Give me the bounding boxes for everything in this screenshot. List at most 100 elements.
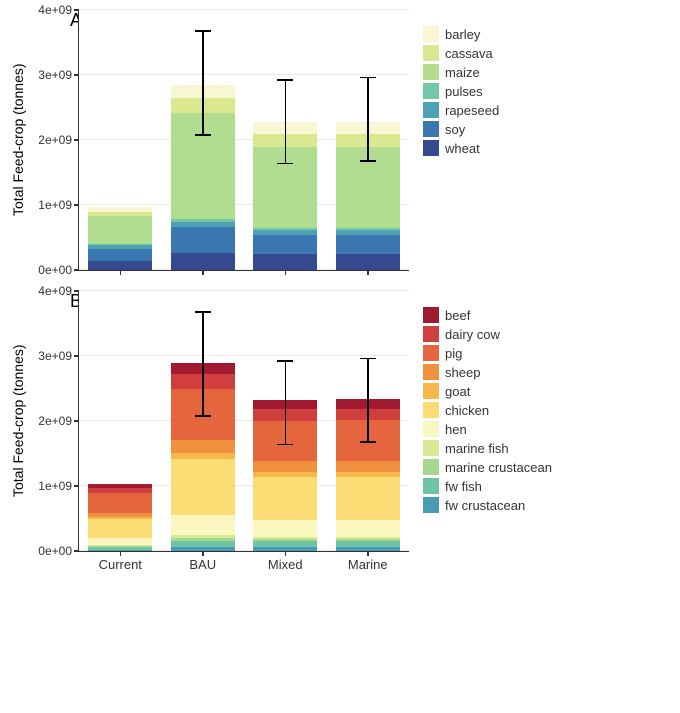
errorbar (285, 361, 287, 444)
legend-item-pig: pig (423, 345, 552, 361)
legend-label: dairy cow (445, 327, 500, 342)
errorbar-cap (277, 163, 293, 165)
gridline (79, 290, 409, 291)
xtick-label: BAU (189, 551, 216, 572)
xtick-label: Marine (348, 551, 388, 572)
panel-b-legend: beef dairy cow pig sheep goat chicken hen marin… (423, 307, 552, 516)
bar-current (88, 484, 152, 551)
legend-swatch (423, 121, 439, 137)
xtick-mark (120, 270, 122, 275)
errorbar-cap (195, 134, 211, 136)
legend-swatch (423, 307, 439, 323)
legend-item-dairy-cow: dairy cow (423, 326, 552, 342)
legend-label: hen (445, 422, 467, 437)
xtick-mark (285, 270, 287, 275)
seg-soy (88, 249, 152, 261)
legend-swatch (423, 345, 439, 361)
legend-item-marine-crustacean: marine crustacean (423, 459, 552, 475)
errorbar (202, 31, 204, 135)
bar-current (88, 207, 152, 270)
legend-label: pig (445, 346, 462, 361)
seg-wheat (253, 254, 317, 270)
errorbar-cap (195, 30, 211, 32)
legend-item-pulses: pulses (423, 83, 499, 99)
legend-swatch (423, 326, 439, 342)
legend-item-marine-fish: marine fish (423, 440, 552, 456)
seg-chicken (88, 519, 152, 539)
ytick-mark (74, 485, 79, 487)
legend-label: goat (445, 384, 470, 399)
legend-label: beef (445, 308, 470, 323)
ytick-mark (74, 139, 79, 141)
seg-chicken (253, 477, 317, 520)
panel-a-ylabel: Total Feed-crop (tonnes) (10, 10, 26, 270)
legend-item-wheat: wheat (423, 140, 499, 156)
legend-item-fw-fish: fw fish (423, 478, 552, 494)
legend-item-sheep: sheep (423, 364, 552, 380)
seg-sheep (253, 461, 317, 471)
ytick-label: 3e+09 (38, 349, 78, 363)
legend-label: pulses (445, 84, 483, 99)
legend-swatch (423, 459, 439, 475)
seg-sheep (171, 440, 235, 453)
ytick-label: 4e+09 (38, 3, 78, 17)
ytick-label: 0e+00 (38, 544, 78, 558)
seg-maize (88, 216, 152, 244)
ytick-mark (74, 355, 79, 357)
legend-item-beef: beef (423, 307, 552, 323)
errorbar-cap (360, 77, 376, 79)
errorbar-cap (277, 360, 293, 362)
seg-hen (171, 515, 235, 536)
legend-swatch (423, 64, 439, 80)
seg-soy (253, 235, 317, 255)
ytick-label: 4e+09 (38, 284, 78, 298)
panel-b-yticks: 0e+001e+092e+093e+094e+09 (26, 291, 78, 551)
ytick-mark (74, 269, 79, 271)
legend-item-maize: maize (423, 64, 499, 80)
legend-item-cassava: cassava (423, 45, 499, 61)
legend-swatch (423, 364, 439, 380)
legend-item-hen: hen (423, 421, 552, 437)
legend-label: chicken (445, 403, 489, 418)
seg-soy (171, 227, 235, 253)
panel-a-plot (78, 10, 409, 271)
legend-label: marine crustacean (445, 460, 552, 475)
ytick-label: 0e+00 (38, 263, 78, 277)
legend-swatch (423, 26, 439, 42)
errorbar-cap (195, 311, 211, 313)
errorbar-cap (360, 160, 376, 162)
legend-item-chicken: chicken (423, 402, 552, 418)
legend-item-rapeseed: rapeseed (423, 102, 499, 118)
panel-b: B Total Feed-crop (tonnes) 0e+001e+092e+… (10, 291, 680, 552)
legend-label: marine fish (445, 441, 509, 456)
xtick-label: Current (99, 551, 142, 572)
seg-chicken (171, 459, 235, 514)
legend-swatch (423, 102, 439, 118)
seg-wheat (336, 254, 400, 270)
ytick-mark (74, 9, 79, 11)
errorbar (202, 312, 204, 416)
errorbar (367, 78, 369, 161)
legend-item-barley: barley (423, 26, 499, 42)
panel-a-yticks: 0e+001e+092e+093e+094e+09 (26, 10, 78, 270)
legend-label: wheat (445, 141, 480, 156)
panel-b-ylabel: Total Feed-crop (tonnes) (10, 291, 26, 551)
ytick-label: 2e+09 (38, 414, 78, 428)
gridline (79, 9, 409, 10)
legend-swatch (423, 478, 439, 494)
legend-label: sheep (445, 365, 480, 380)
legend-swatch (423, 402, 439, 418)
errorbar (285, 80, 287, 163)
legend-item-soy: soy (423, 121, 499, 137)
legend-item-goat: goat (423, 383, 552, 399)
legend-label: fw fish (445, 479, 482, 494)
seg-chicken (336, 477, 400, 520)
panel-a-legend: barley cassava maize pulses rapeseed soy wheat (423, 26, 499, 159)
errorbar-cap (360, 358, 376, 360)
ytick-label: 1e+09 (38, 198, 78, 212)
xtick-label: Mixed (268, 551, 303, 572)
ytick-label: 2e+09 (38, 133, 78, 147)
errorbar (367, 359, 369, 442)
seg-pig (88, 493, 152, 513)
legend-swatch (423, 421, 439, 437)
